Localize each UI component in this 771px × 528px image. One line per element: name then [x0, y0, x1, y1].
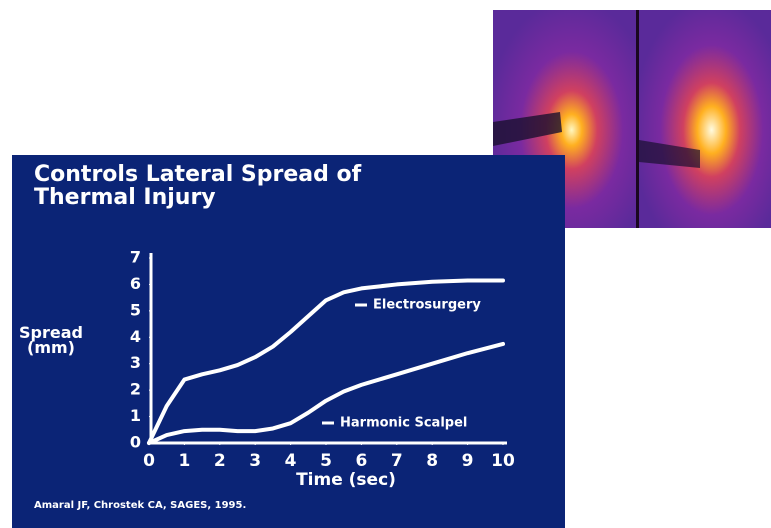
x-tick-label: 6 [355, 451, 367, 471]
x-tick-label: 3 [249, 451, 261, 471]
x-tick-label: 8 [426, 451, 438, 471]
page: Controls Lateral Spread of Thermal Injur… [0, 0, 771, 528]
x-axis-label: Time (sec) [296, 470, 396, 490]
x-tick-label: 1 [178, 451, 190, 471]
x-tick-label: 2 [214, 451, 226, 471]
y-tick-label: 5 [130, 300, 141, 319]
series-label: Electrosurgery [373, 298, 481, 313]
y-tick-label: 0 [130, 433, 141, 452]
x-tick-label: 5 [320, 451, 332, 471]
y-tick-label: 2 [130, 380, 141, 399]
y-tick-label: 3 [130, 353, 141, 372]
x-tick-label: 4 [285, 451, 297, 471]
y-tick-label: 1 [130, 406, 141, 425]
x-tick-label: 10 [491, 451, 515, 471]
series-label: Harmonic Scalpel [340, 416, 467, 431]
chart: 0 1 2 3 4 5 6 7 0 1 2 3 4 5 6 7 8 9 10 Time (sec) Electrosur… [12, 155, 565, 528]
x-tick-label: 9 [462, 451, 474, 471]
thermal-image-right [639, 10, 771, 228]
x-tick-label: 7 [391, 451, 403, 471]
y-tick-label: 4 [130, 327, 141, 346]
chart-panel: Controls Lateral Spread of Thermal Injur… [12, 155, 565, 528]
y-tick-label: 7 [130, 248, 141, 267]
x-tick-label: 0 [143, 451, 155, 471]
y-tick-label: 6 [130, 274, 141, 293]
divider [636, 10, 639, 228]
